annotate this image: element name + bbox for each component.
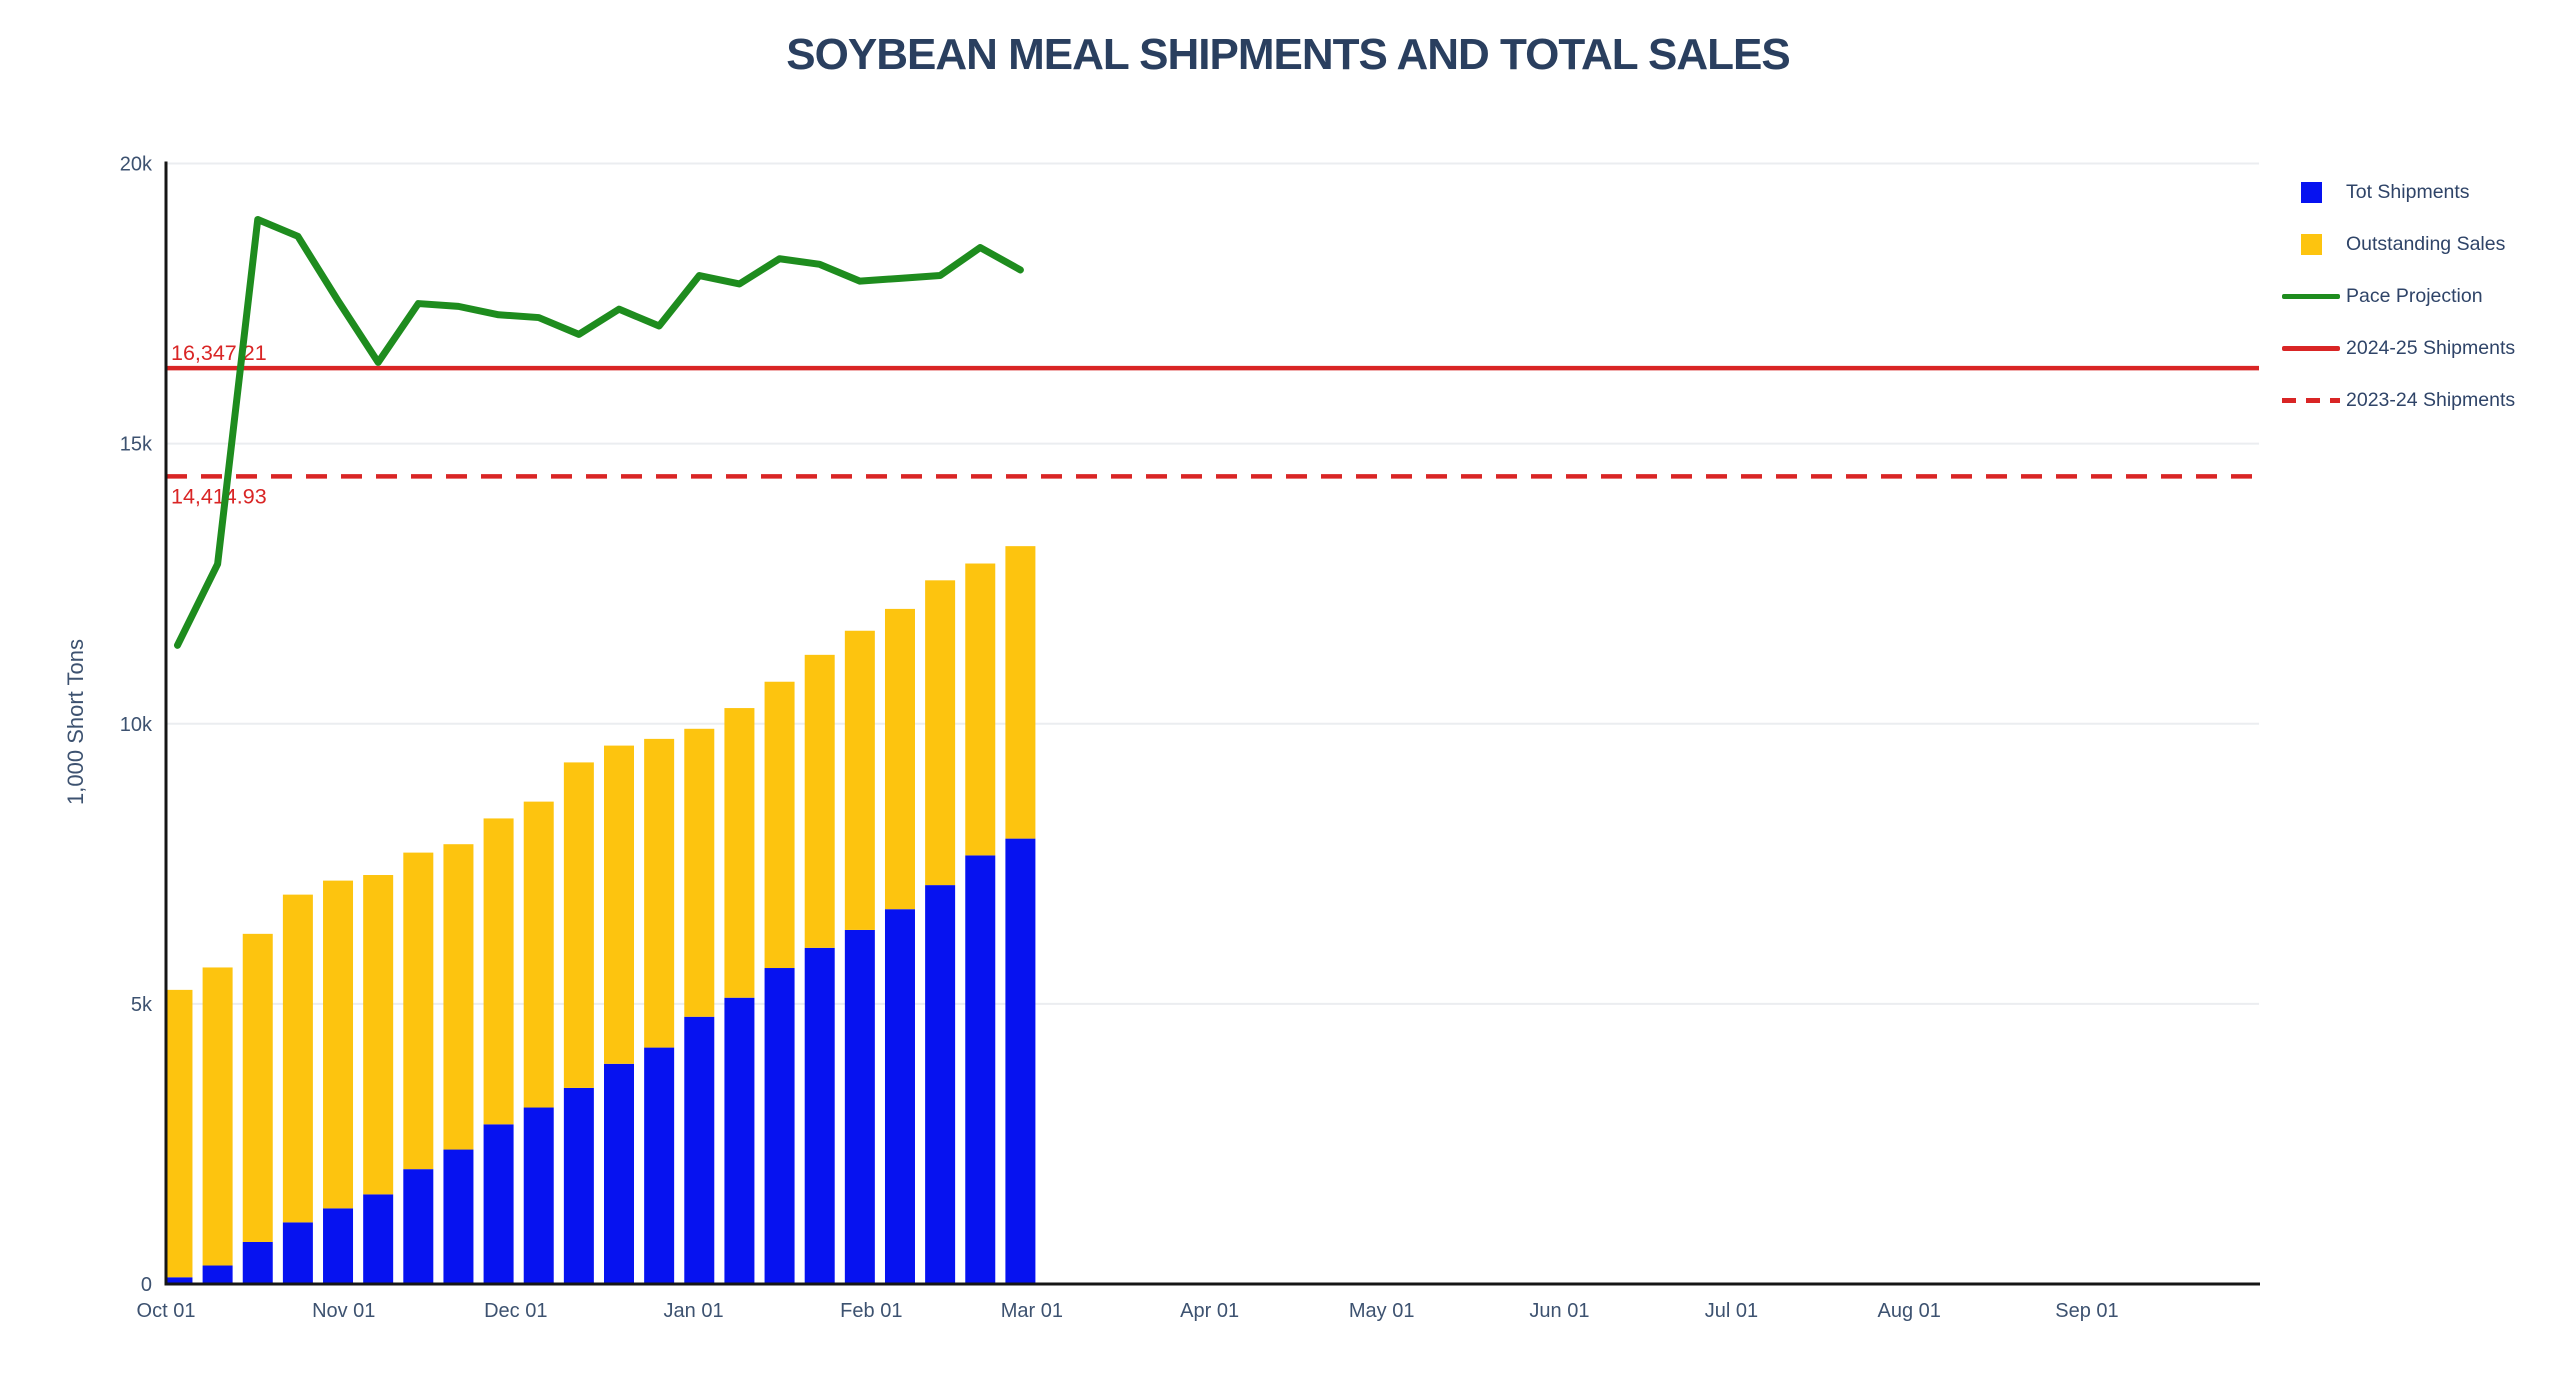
legend-item-outstanding-sales[interactable]: Outstanding Sales [2282, 218, 2505, 270]
bar-shipments[interactable] [925, 885, 956, 1284]
bar-outstanding[interactable] [965, 563, 996, 856]
bar-outstanding[interactable] [443, 844, 474, 1150]
bar-outstanding[interactable] [684, 728, 715, 1017]
bar-shipments[interactable] [604, 1063, 635, 1284]
bar-outstanding[interactable] [483, 818, 514, 1125]
red-line-swatch-icon [2282, 345, 2340, 351]
x-tick-label: Oct 01 [137, 1300, 196, 1322]
x-tick-label: Dec 01 [484, 1300, 547, 1322]
bar-shipments[interactable] [724, 997, 755, 1284]
outstanding-swatch-wrap [2282, 233, 2340, 255]
bar-outstanding[interactable] [925, 580, 956, 886]
legend-item-tot-shipments[interactable]: Tot Shipments [2282, 166, 2470, 218]
bar-shipments[interactable] [563, 1087, 594, 1284]
bar-shipments[interactable] [202, 1265, 233, 1284]
legend-label: Outstanding Sales [2346, 232, 2506, 255]
hline-dashed-swatch-wrap [2282, 397, 2340, 403]
x-tick-label: Apr 01 [1180, 1300, 1239, 1322]
chart-title: SOYBEAN MEAL SHIPMENTS AND TOTAL SALES [786, 30, 1790, 79]
x-tick-label: Feb 01 [840, 1300, 902, 1322]
bar-outstanding[interactable] [523, 801, 554, 1108]
legend-label: Tot Shipments [2346, 180, 2470, 203]
hline-solid-swatch-wrap [2282, 345, 2340, 351]
bar-shipments[interactable] [1005, 838, 1036, 1284]
bar-shipments[interactable] [483, 1124, 514, 1284]
x-tick-label: Sep 01 [2055, 1300, 2118, 1322]
bar-outstanding[interactable] [282, 894, 313, 1223]
x-tick-label: Aug 01 [1878, 1300, 1941, 1322]
shipments-swatch-wrap [2282, 181, 2340, 203]
bar-outstanding[interactable] [403, 852, 434, 1170]
bar-outstanding[interactable] [884, 608, 915, 910]
bar-outstanding[interactable] [844, 630, 875, 930]
bar-shipments[interactable] [166, 1277, 193, 1284]
y-tick-label: 15k [120, 434, 153, 456]
y-tick-label: 5k [131, 994, 153, 1016]
bar-shipments[interactable] [523, 1107, 554, 1284]
bar-outstanding[interactable] [644, 738, 675, 1048]
bar-outstanding[interactable] [363, 875, 394, 1195]
pace-projection-line[interactable] [173, 216, 1024, 649]
x-tick-label: Jan 01 [664, 1300, 724, 1322]
y-tick-label: 10k [120, 714, 153, 736]
bar-outstanding[interactable] [202, 967, 233, 1266]
bar-shipments[interactable] [684, 1016, 715, 1284]
y-tick-label: 0 [141, 1274, 152, 1296]
bar-shipments[interactable] [403, 1169, 434, 1284]
bar-outstanding[interactable] [604, 745, 635, 1064]
bar-shipments[interactable] [804, 947, 835, 1284]
bar-outstanding[interactable] [764, 681, 795, 969]
x-tick-label: May 01 [1349, 1300, 1415, 1322]
bar-shipments[interactable] [644, 1047, 675, 1284]
bar-outstanding[interactable] [804, 654, 835, 948]
x-tick-label: Jun 01 [1529, 1300, 1589, 1322]
bar-shipments[interactable] [282, 1222, 313, 1284]
green-line-swatch-icon [2282, 293, 2340, 299]
bar-outstanding[interactable] [724, 708, 755, 998]
bar-shipments[interactable] [965, 855, 996, 1284]
legend-item-2023-24-shipments[interactable]: 2023-24 Shipments [2282, 374, 2515, 426]
bar-shipments[interactable] [884, 909, 915, 1284]
legend-label: 2024-25 Shipments [2346, 336, 2516, 359]
bar-shipments[interactable] [844, 929, 875, 1284]
blue-square-swatch-icon [2300, 181, 2322, 203]
x-tick-label: Nov 01 [312, 1300, 375, 1322]
bar-outstanding[interactable] [242, 933, 273, 1242]
reference-line-label: 16,347.21 [171, 341, 267, 365]
y-axis-title: 1,000 Short Tons [63, 639, 88, 805]
pace-swatch-wrap [2282, 293, 2340, 299]
bar-shipments[interactable] [323, 1208, 354, 1284]
bar-outstanding[interactable] [323, 880, 354, 1209]
bar-shipments[interactable] [242, 1241, 273, 1284]
bar-outstanding[interactable] [166, 989, 193, 1278]
y-tick-label: 20k [120, 154, 153, 176]
gold-square-swatch-icon [2300, 233, 2322, 255]
bar-shipments[interactable] [764, 968, 795, 1284]
bar-shipments[interactable] [363, 1194, 394, 1284]
x-tick-label: Mar 01 [1001, 1300, 1063, 1322]
reference-line-label: 14,414.93 [171, 484, 267, 508]
bar-outstanding[interactable] [563, 762, 594, 1088]
legend-label: Pace Projection [2346, 284, 2483, 307]
legend-item-2024-25-shipments[interactable]: 2024-25 Shipments [2282, 322, 2515, 374]
bar-shipments[interactable] [443, 1149, 474, 1284]
bar-outstanding[interactable] [1005, 546, 1036, 839]
legend-item-pace-projection[interactable]: Pace Projection [2282, 270, 2483, 322]
x-tick-label: Jul 01 [1705, 1300, 1758, 1322]
red-dashed-line-swatch-icon [2282, 397, 2340, 403]
legend-label: 2023-24 Shipments [2346, 388, 2516, 411]
